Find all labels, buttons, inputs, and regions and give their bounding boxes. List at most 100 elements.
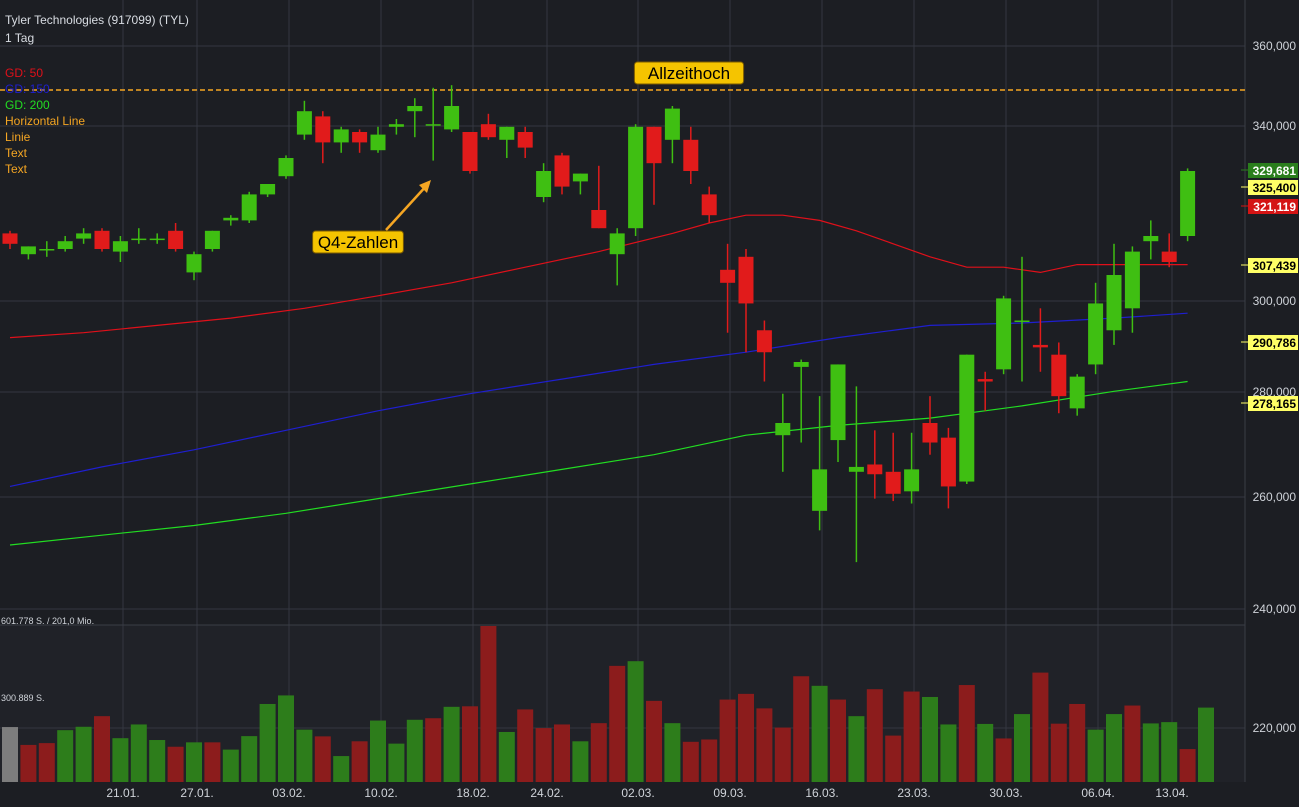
x-tick-label: 24.02. bbox=[530, 786, 563, 800]
volume-bar bbox=[1124, 705, 1141, 782]
volume-bar bbox=[1142, 723, 1159, 782]
legend-item: Horizontal Line bbox=[5, 114, 86, 128]
volume-bar bbox=[443, 706, 460, 782]
volume-bar bbox=[296, 729, 313, 782]
volume-bar bbox=[756, 708, 773, 782]
candle-body bbox=[940, 437, 956, 487]
price-tag-text: 290,786 bbox=[1253, 336, 1297, 350]
volume-bar bbox=[701, 739, 718, 782]
candle-body bbox=[793, 362, 809, 367]
candle-body bbox=[812, 469, 828, 511]
volume-bar bbox=[811, 685, 828, 782]
volume-bar bbox=[278, 695, 294, 782]
volume-bar bbox=[1032, 672, 1049, 782]
candle-body bbox=[683, 139, 699, 171]
candle-body bbox=[775, 423, 791, 436]
y-tick-label: 260,000 bbox=[1253, 490, 1297, 504]
x-tick-label: 18.02. bbox=[456, 786, 489, 800]
y-tick-label: 340,000 bbox=[1253, 119, 1297, 133]
x-tick-label: 16.03. bbox=[805, 786, 838, 800]
chart-title: Tyler Technologies (917099) (TYL) bbox=[5, 13, 189, 27]
candle-body bbox=[1014, 320, 1030, 323]
candle-body bbox=[646, 126, 662, 164]
volume-bar bbox=[719, 699, 736, 782]
y-tick-label: 240,000 bbox=[1253, 602, 1297, 616]
candle-body bbox=[1180, 171, 1196, 236]
all-time-high-label-box bbox=[633, 61, 745, 85]
volume-bar bbox=[1106, 714, 1122, 782]
x-tick-label: 23.03. bbox=[897, 786, 930, 800]
legend-item: GD: 150 bbox=[5, 82, 50, 96]
volume-bar bbox=[38, 743, 55, 782]
candle-body bbox=[296, 111, 312, 135]
volume-bar bbox=[333, 756, 350, 782]
candle-body bbox=[756, 330, 772, 353]
volume-bar bbox=[130, 724, 147, 782]
legend-item: Linie bbox=[5, 130, 31, 144]
volume-bar bbox=[222, 749, 239, 782]
candle-body bbox=[388, 124, 404, 127]
candle-body bbox=[664, 108, 680, 140]
volume-bar bbox=[903, 691, 920, 782]
volume-bar bbox=[664, 723, 681, 782]
volume-bar bbox=[922, 696, 938, 782]
volume-bar bbox=[738, 693, 754, 782]
candle-body bbox=[959, 354, 975, 482]
volume-bar bbox=[241, 736, 258, 782]
candle-body bbox=[462, 132, 478, 171]
price-tag-box bbox=[1248, 199, 1298, 214]
volume-bar bbox=[406, 719, 423, 782]
candle-body bbox=[204, 230, 220, 249]
candle-body bbox=[241, 194, 257, 221]
x-tick-label: 03.02. bbox=[272, 786, 305, 800]
volume-bar bbox=[480, 626, 497, 782]
volume-bar bbox=[793, 676, 810, 782]
x-tick-label: 02.03. bbox=[621, 786, 654, 800]
volume-max-label: 601.778 S. / 201,0 Mio. bbox=[1, 616, 94, 626]
candle-body bbox=[591, 210, 607, 229]
q4-earnings-arrowhead bbox=[419, 180, 431, 193]
legend-item: GD: 200 bbox=[5, 98, 50, 112]
candle-body bbox=[996, 298, 1012, 370]
legend-item: Text bbox=[5, 162, 28, 176]
volume-bar bbox=[314, 736, 331, 782]
volume-bar bbox=[75, 726, 92, 782]
q4-earnings-label-text: Q4-Zahlen bbox=[318, 233, 398, 252]
candle-body bbox=[536, 171, 552, 197]
volume-bar bbox=[572, 741, 589, 782]
volume-bar bbox=[94, 716, 110, 782]
volume-bar bbox=[1069, 703, 1086, 782]
price-tag: 325,400 bbox=[1241, 180, 1298, 195]
volume-bar bbox=[830, 699, 846, 782]
candle-body bbox=[720, 269, 736, 283]
chart-period: 1 Tag bbox=[5, 31, 35, 45]
candle-body bbox=[57, 241, 73, 249]
candle-body bbox=[444, 106, 460, 130]
candle-body bbox=[112, 241, 128, 252]
candle-body bbox=[867, 464, 883, 475]
x-tick-label: 21.01. bbox=[106, 786, 139, 800]
volume-bar bbox=[627, 661, 644, 782]
price-tag: 278,165 bbox=[1241, 396, 1298, 411]
candle-body bbox=[76, 233, 92, 239]
candle-body bbox=[1069, 376, 1085, 409]
candle-body bbox=[904, 469, 920, 492]
y-tick-label: 300,000 bbox=[1253, 294, 1297, 308]
candle-body bbox=[149, 238, 165, 241]
price-tag-box bbox=[1248, 163, 1298, 178]
volume-bar bbox=[866, 689, 883, 782]
candle-body bbox=[628, 126, 644, 229]
candle-body bbox=[885, 471, 901, 494]
volume-bar bbox=[535, 728, 552, 782]
volume-bar bbox=[1050, 723, 1067, 782]
legend-item: Text bbox=[5, 146, 28, 160]
candle-body bbox=[315, 116, 331, 143]
candle-body bbox=[1106, 275, 1122, 331]
volume-bar bbox=[462, 706, 478, 782]
volume-bar bbox=[351, 741, 368, 782]
q4-earnings-label: Q4-Zahlen bbox=[312, 230, 404, 254]
volume-bar bbox=[517, 709, 534, 782]
price-tag-text: 321,119 bbox=[1253, 200, 1296, 214]
price-tag: 290,786 bbox=[1241, 335, 1298, 350]
